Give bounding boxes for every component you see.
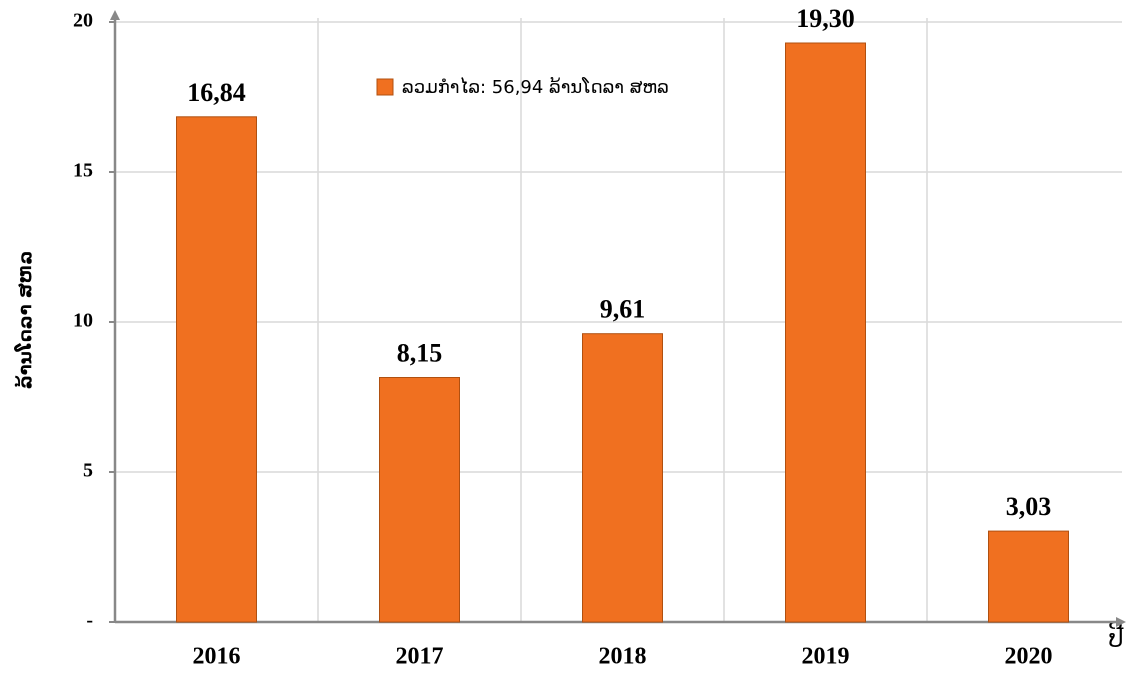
y-tick-label: 5 [83,460,93,482]
legend-swatch [376,78,394,96]
y-axis-arrow [110,10,120,20]
x-tick-label: 2016 [193,644,241,670]
x-tick-label: 2019 [802,644,850,670]
bar [176,116,257,623]
bar [582,333,663,623]
x-tick-label: 2017 [396,644,444,670]
y-tick-label: 20 [73,10,93,32]
value-label: 8,15 [397,338,443,367]
x-tick-label: 2020 [1005,644,1053,670]
y-tick-label: 10 [73,310,93,332]
legend-label: ລວມກຳໄລ: 56,94 ລ້ານໂດລາ ສຫລ [402,77,669,98]
value-label: 19,30 [796,4,855,33]
x-axis-arrow [1116,617,1126,627]
bar [988,530,1069,623]
y-tick-label: 15 [73,160,93,182]
value-label: 3,03 [1006,492,1052,521]
bar [785,42,866,623]
value-label: 9,61 [600,295,646,324]
bar [379,377,460,623]
y-tick-label: - [86,610,93,632]
value-label: 16,84 [187,78,246,107]
y-axis-label: ລ້ານໂດລາ ສຫລ [14,251,36,389]
x-axis-label: ປີ [1109,621,1124,653]
x-tick-label: 2018 [599,644,647,670]
